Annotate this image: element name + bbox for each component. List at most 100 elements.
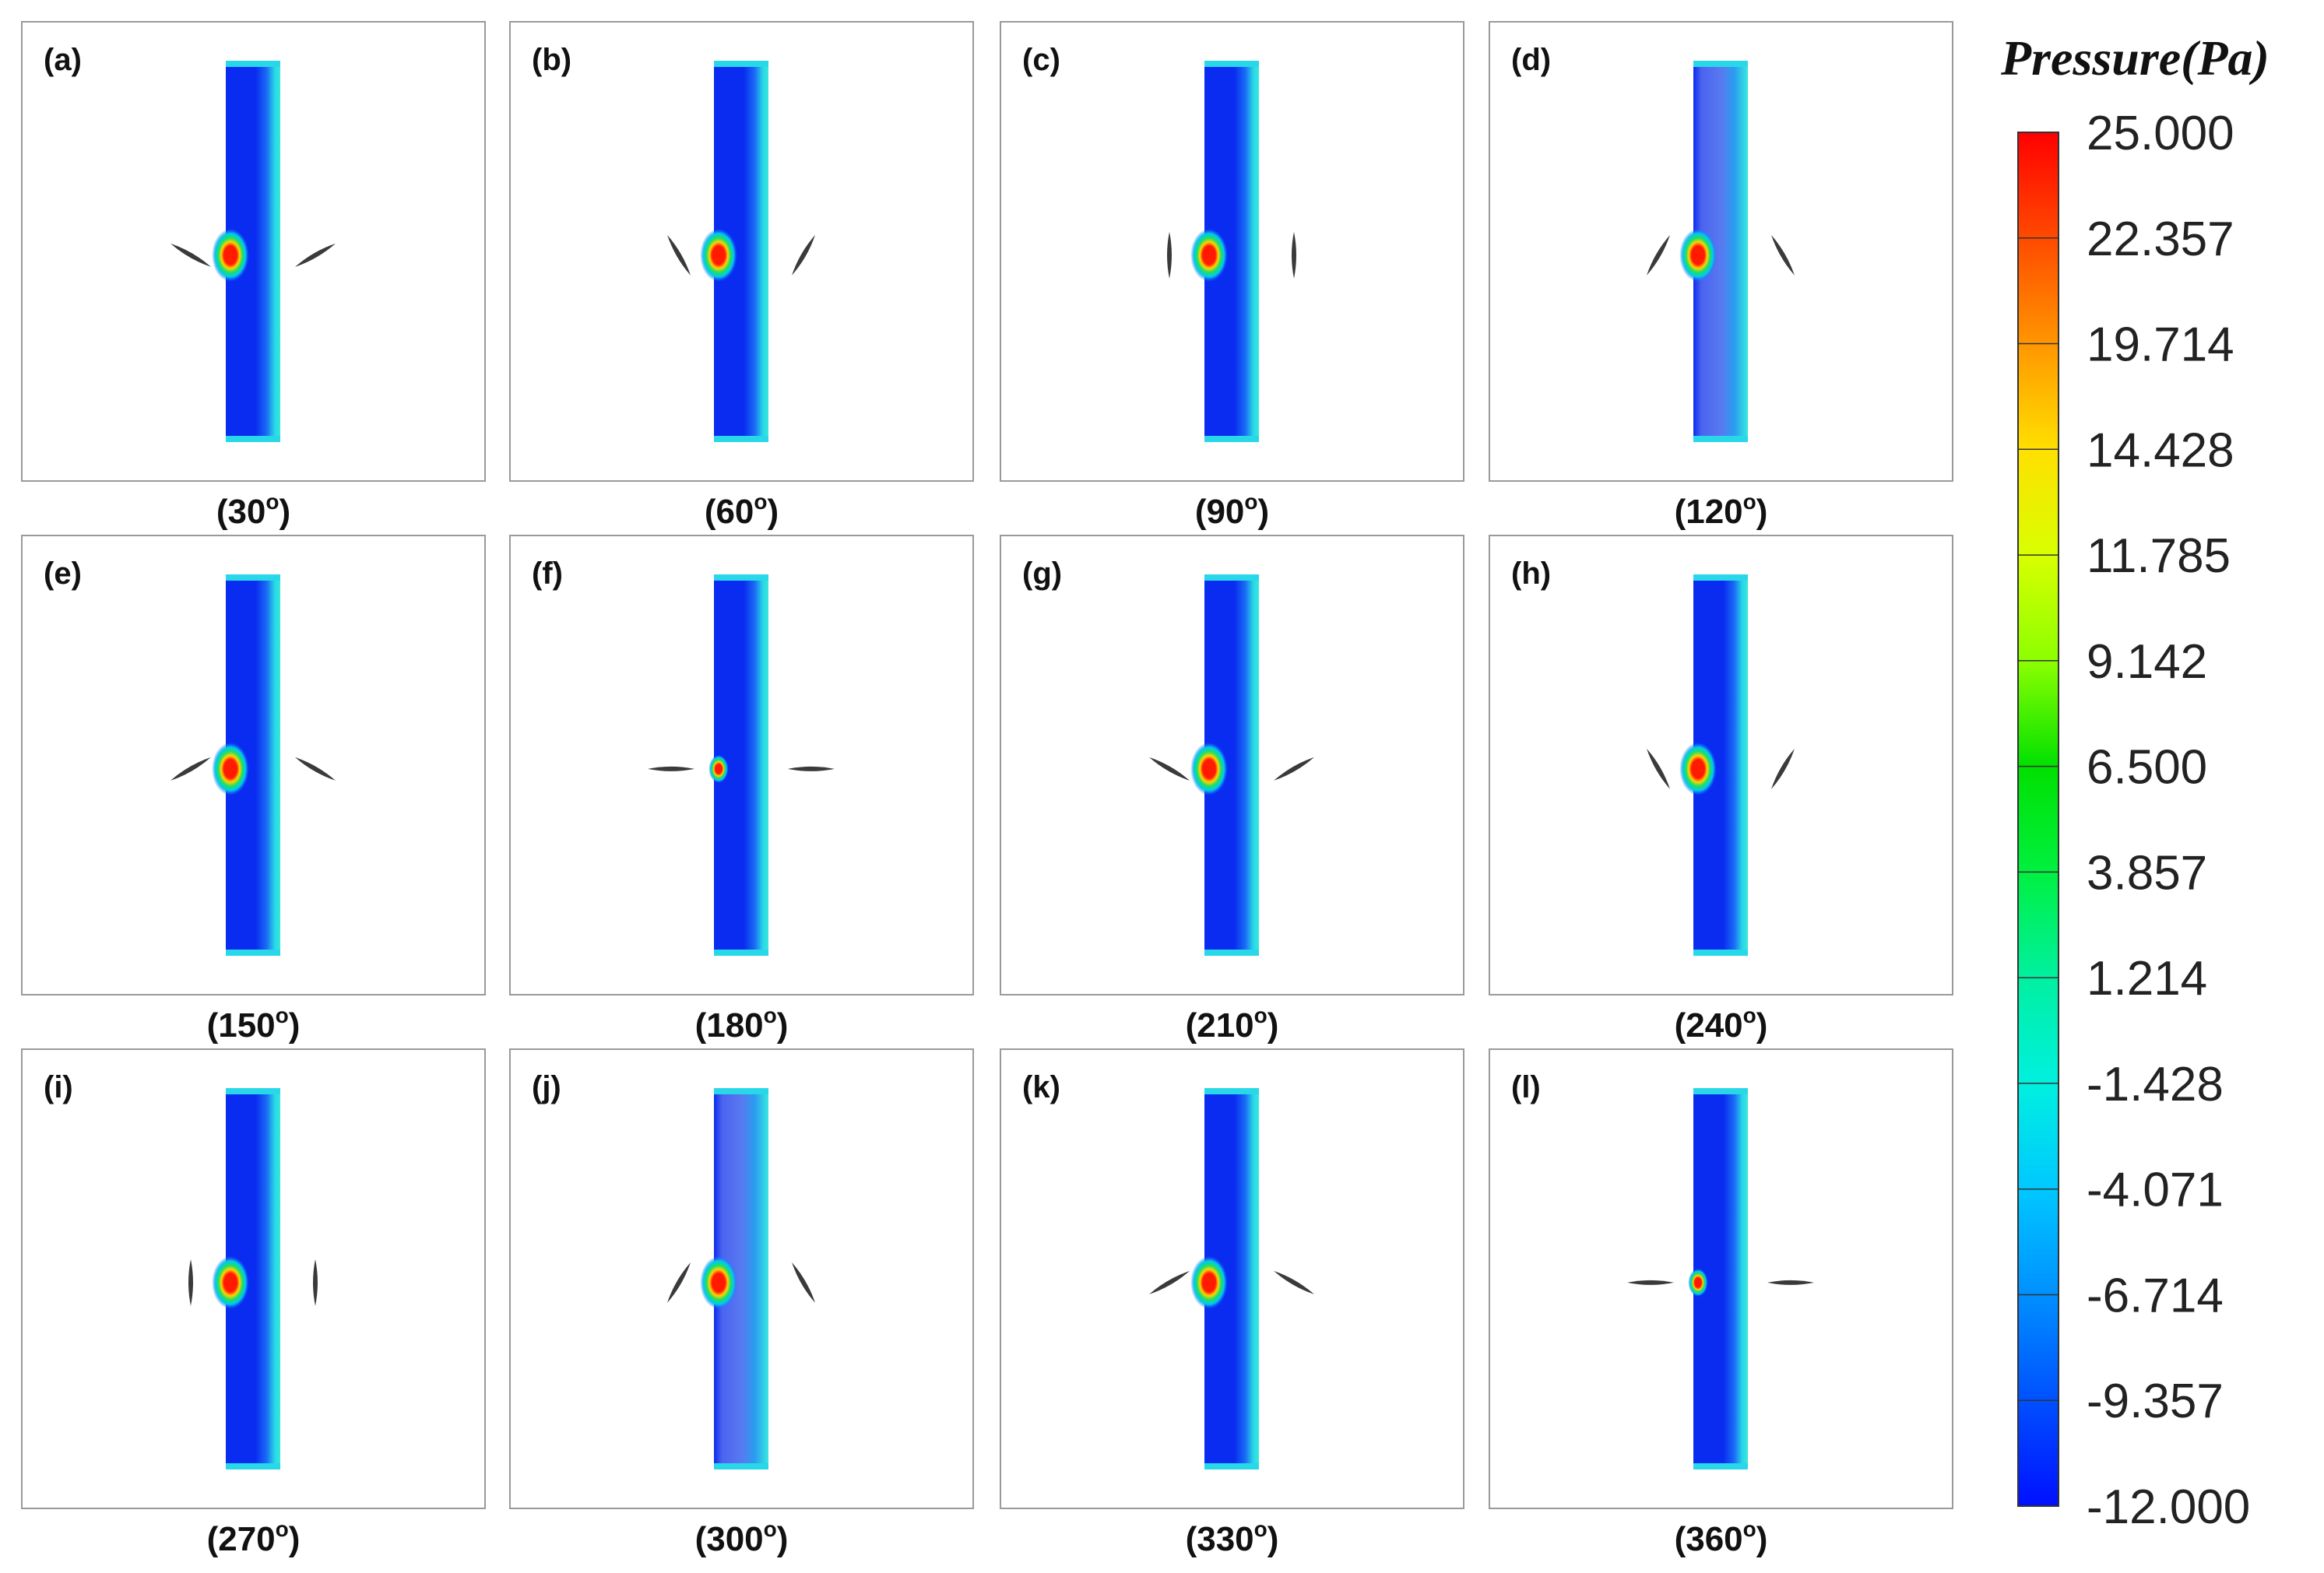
contour-panel: (j) (300o) — [509, 1048, 974, 1558]
angle-label: (60o) — [705, 490, 779, 531]
degree-symbol: o — [764, 1003, 777, 1027]
channel-top-edge — [226, 574, 280, 581]
pressure-colorbar: Pressure(Pa) 25.000 22.357 19.714 14.428 11.… — [2000, 30, 2270, 1534]
rotor-blade — [1647, 234, 1670, 276]
high-pressure-zone — [700, 228, 737, 282]
rotor-blade — [1627, 1280, 1674, 1285]
angle-value: (90 — [1195, 493, 1245, 531]
channel-bottom-edge — [1204, 436, 1259, 442]
rotor-blade — [1771, 234, 1795, 276]
contour-panel: (l) (360o) — [1489, 1048, 1953, 1558]
rotor-blade — [1149, 757, 1190, 781]
panel-letter: (h) — [1511, 557, 1551, 591]
angle-label: (210o) — [1186, 1003, 1279, 1045]
panel-letter: (g) — [1022, 557, 1062, 591]
high-pressure-zone — [1190, 228, 1228, 282]
angle-value: (30 — [216, 493, 266, 531]
degree-symbol: o — [754, 490, 767, 514]
angle-label: (150o) — [207, 1003, 301, 1045]
degree-symbol: o — [1743, 1003, 1756, 1027]
rotor-blade — [648, 766, 694, 771]
high-pressure-zone — [708, 754, 729, 783]
colorbar-tick-label: 14.428 — [2087, 423, 2234, 477]
angle-label: (180o) — [695, 1003, 789, 1045]
high-pressure-zone — [1190, 1255, 1228, 1309]
angle-value: (360 — [1675, 1520, 1743, 1558]
panel-letter: (d) — [1511, 43, 1551, 77]
rotor-blade — [1292, 231, 1296, 279]
angle-value: (180 — [695, 1006, 764, 1045]
rotor-blade — [667, 234, 691, 276]
degree-symbol: o — [1244, 490, 1257, 514]
angle-close-paren: ) — [289, 1006, 301, 1045]
angle-close-paren: ) — [280, 493, 291, 531]
colorbar-tick-label: -6.714 — [2087, 1269, 2224, 1322]
channel-bottom-edge — [1693, 1463, 1748, 1469]
high-pressure-zone — [212, 228, 249, 282]
channel-top-edge — [714, 1088, 768, 1094]
panel-letter: (j) — [532, 1070, 561, 1104]
angle-value: (120 — [1675, 493, 1743, 531]
channel-top-edge — [1693, 574, 1748, 581]
degree-symbol: o — [764, 1517, 777, 1541]
degree-symbol: o — [276, 1517, 289, 1541]
colorbar-tick-label: 22.357 — [2087, 212, 2234, 266]
channel-top-edge — [1693, 1088, 1748, 1094]
angle-value: (270 — [207, 1520, 276, 1558]
contour-panel: (b) (60o) — [509, 21, 974, 531]
angle-close-paren: ) — [1756, 1006, 1768, 1045]
channel-bottom-edge — [226, 1463, 280, 1469]
angle-label: (30o) — [216, 490, 290, 531]
degree-symbol: o — [1254, 1003, 1267, 1027]
contour-panel: (f) (180o) — [509, 535, 974, 1045]
high-pressure-zone — [1190, 742, 1228, 795]
contour-panel: (h) (240o) — [1489, 535, 1953, 1045]
contour-panel: (c) (90o) — [1000, 21, 1464, 531]
panel-letter: (b) — [532, 43, 571, 77]
angle-close-paren: ) — [289, 1520, 301, 1558]
colorbar-tick-label: 6.500 — [2087, 741, 2207, 795]
angle-label: (300o) — [695, 1517, 789, 1558]
rotor-blade — [1167, 231, 1172, 279]
degree-symbol: o — [1254, 1517, 1267, 1541]
channel-top-edge — [1204, 574, 1259, 581]
rotor-blade — [171, 757, 211, 781]
contour-panel: (i) (270o) — [21, 1048, 486, 1558]
angle-close-paren: ) — [1267, 1520, 1279, 1558]
angle-value: (210 — [1186, 1006, 1254, 1045]
rotor-blade — [667, 1262, 691, 1303]
channel-bottom-edge — [714, 1463, 768, 1469]
angle-close-paren: ) — [1756, 493, 1768, 531]
angle-label: (360o) — [1675, 1517, 1768, 1558]
contour-panel: (e) (150o) — [21, 535, 486, 1045]
rotor-blade — [1274, 1270, 1314, 1294]
angle-close-paren: ) — [1258, 493, 1270, 531]
colorbar-tick-label: -9.357 — [2087, 1375, 2224, 1428]
rotor-blade — [792, 1262, 815, 1303]
rotor-blade — [295, 243, 336, 267]
rotor-blade — [1767, 1280, 1814, 1285]
angle-close-paren: ) — [1756, 1520, 1768, 1558]
angle-close-paren: ) — [768, 493, 779, 531]
channel-bottom-edge — [1204, 950, 1259, 956]
channel-top-edge — [1693, 61, 1748, 67]
angle-label: (90o) — [1195, 490, 1269, 531]
high-pressure-zone — [700, 1255, 737, 1309]
angle-value: (240 — [1675, 1006, 1743, 1045]
colorbar-tick-labels: 25.000 22.357 19.714 14.428 11.785 9.142 6.500… — [2087, 107, 2250, 1534]
rotor-blade — [188, 1259, 193, 1306]
contour-panel: (a) (30o) — [21, 21, 486, 531]
channel-top-edge — [1204, 61, 1259, 67]
angle-close-paren: ) — [777, 1006, 789, 1045]
colorbar-tick-label: -4.071 — [2087, 1164, 2224, 1217]
rotor-blade — [313, 1259, 318, 1306]
channel-top-edge — [1204, 1088, 1259, 1094]
colorbar-tick-label: -1.428 — [2087, 1058, 2224, 1111]
degree-symbol: o — [1743, 490, 1756, 514]
angle-value: (150 — [207, 1006, 276, 1045]
high-pressure-zone — [1679, 742, 1717, 795]
panel-letter: (a) — [44, 43, 82, 77]
angle-label: (330o) — [1186, 1517, 1279, 1558]
panel-letter: (l) — [1511, 1070, 1541, 1104]
